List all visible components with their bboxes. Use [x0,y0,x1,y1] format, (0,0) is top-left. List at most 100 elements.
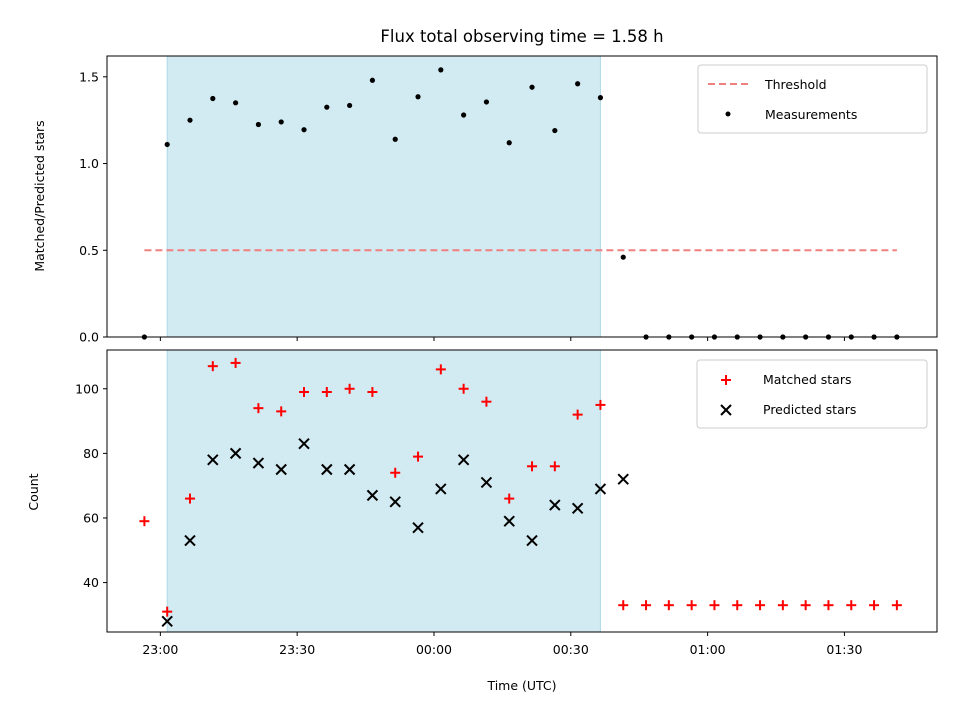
bottom-legend: Matched stars Predicted stars [696,359,928,429]
measurement-point [278,119,284,125]
predicted-star-point [184,534,196,547]
ratio-panel: 0.0 0.5 1.0 1.5 [79,55,938,345]
predicted-star-b [184,534,196,547]
matched-star-point [709,600,720,611]
count-panel: 40 60 80 100 23:00 23:30 00:00 00:30 01:00 01:30 [75,349,938,657]
measurement-point [187,117,193,123]
measurement-point [711,334,718,340]
top-observing-window [166,55,601,338]
bottom-observing-window [166,349,601,633]
predicted-star-b [435,483,447,495]
predicted-star-b [389,496,401,508]
predicted-star-b [526,534,538,547]
measurement-point [803,334,809,340]
predicted-star-point [229,447,242,460]
matched-star-point [755,600,766,611]
x-axis-label: Time (UTC) [486,678,556,693]
predicted-star-point [503,515,515,527]
legend-measurements-label: Measurements [765,107,857,122]
measurement-point [848,334,854,340]
predicted-star-point [526,534,538,547]
predicted-star-b [275,463,287,476]
matched-star-point [276,406,287,417]
measurement-point [461,112,467,118]
predicted-star-point [571,502,584,514]
measurement-point [529,84,535,90]
matched-star-point [641,600,652,611]
matched-star-point [823,600,834,611]
matched-star-point [299,386,310,397]
bottom-axes-frame [106,349,938,633]
top-legend: Threshold Measurements [697,64,928,134]
matched-star-point [732,600,743,611]
top-y-tick-label: 0.0 [79,330,99,345]
predicted-star-point [480,476,493,489]
top-y-tick-label: 1.5 [79,69,99,84]
top-y-axis-label: Matched/Predicted stars [32,120,47,271]
legend-measurements-swatch [725,111,731,117]
measurement-point [894,334,900,340]
matched-star-point [139,516,150,527]
matched-star-point [595,399,606,410]
predicted-star-point [343,463,356,476]
predicted-star-point [412,521,424,534]
bottom-x-tick-label: 23:00 [142,642,178,657]
matched-star-point [435,364,446,375]
predicted-star-b [229,447,242,460]
bottom-x-tick-label: 01:30 [826,642,862,657]
matched-star-point [390,467,401,478]
bottom-y-axis-label: Count [26,473,41,510]
measurement-point [347,102,353,109]
predicted-star-b [503,515,515,527]
matched-star-point [800,600,811,611]
matched-star-point [686,600,697,611]
predicted-star-point [549,499,561,511]
legend-threshold-label: Threshold [764,77,827,92]
measurement-point [255,121,262,128]
predicted-star-point [252,457,265,469]
matched-star-point [549,461,560,472]
matched-star-point [869,600,880,611]
predicted-star-b [161,615,173,628]
measurement-point [506,140,512,146]
measurement-point [552,127,558,134]
chart-title: Flux total observing time = 1.58 h [380,27,663,46]
predicted-star-b [549,499,561,511]
measurement-point [734,334,740,340]
bottom-y-tick-label: 40 [83,575,99,590]
bottom-y-tick-label: 80 [83,446,99,461]
predicted-star-b [617,473,629,485]
predicted-star-b [594,483,607,495]
legend-matched-label: Matched stars [763,372,851,387]
predicted-star-point [594,483,607,495]
measurement-point [438,67,444,73]
predicted-star-point [161,615,173,628]
measurement-point [780,334,786,340]
predicted-star-b [207,454,219,466]
measurement-point [210,95,216,102]
measurement-point [415,94,421,100]
measurement-point [369,77,376,83]
measurement-point [575,81,581,87]
matched-star-point [230,357,241,368]
matched-star-point [185,493,195,504]
measurement-point [141,334,147,340]
matched-star-point [458,383,469,394]
measurement-point [871,334,877,340]
matched-star-point [527,461,538,472]
predicted-star-point [275,463,287,476]
bottom-x-tick-label: 00:00 [416,642,452,657]
predicted-star-point [389,496,401,508]
predicted-star-point [435,483,447,495]
matched-star-point [162,606,173,617]
matched-star-point [618,600,629,611]
matched-star-point [367,386,378,397]
predicted-star-point [298,437,310,450]
matched-star-point [253,403,264,414]
top-legend-box [697,64,928,134]
bottom-legend-box [696,359,928,429]
matched-star-point [344,383,355,394]
predicted-star-point [207,454,219,466]
predicted-star-b [343,463,356,476]
